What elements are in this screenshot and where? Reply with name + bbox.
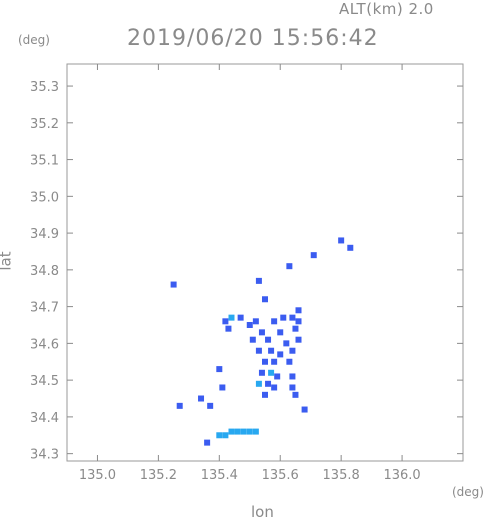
echo-point [228,314,235,321]
echo-point [283,340,290,347]
y-axis-ticks: 34.3 34.4 34.5 34.6 34.7 34.8 34.9 35.0 35.1 35.2… [30,80,463,463]
echo-point [271,384,278,391]
echo-point [216,432,223,439]
x-axis-ticks: 135.0 135.2 135.4 135.6 135.8 136.0 [79,64,421,483]
x-axis-unit: (deg) [452,485,484,499]
echo-point [225,325,232,332]
echo-point [262,391,268,398]
y-tick-label: 34.6 [30,337,59,352]
echo-point [265,380,272,387]
echo-point [310,252,317,259]
altitude-label: ALT(km) 2.0 [339,0,434,18]
echo-points [170,237,354,446]
echo-point [280,314,287,321]
echo-point [289,373,296,380]
y-tick-label: 35.1 [30,154,59,169]
echo-point [246,321,253,328]
echo-point [289,384,296,391]
x-tick-label: 135.8 [323,468,360,483]
echo-point [268,347,275,354]
y-tick-label: 35.0 [30,190,59,205]
echo-point [258,369,265,376]
echo-point [222,432,229,439]
y-tick-label: 34.5 [30,374,59,389]
x-tick-label: 135.2 [140,468,177,483]
echo-point [176,402,183,409]
echo-point [277,329,284,336]
echo-point [271,318,278,325]
echo-point [262,296,268,303]
echo-point [228,428,235,435]
echo-point [347,244,354,251]
echo-point [277,351,284,358]
echo-point [252,318,259,325]
echo-point [295,307,302,314]
echo-point [234,428,241,435]
y-tick-label: 34.9 [30,227,59,242]
y-tick-label: 34.4 [30,411,59,426]
echo-point [246,428,253,435]
echo-point [292,325,299,332]
y-tick-label: 34.3 [30,448,59,463]
echo-point [295,318,302,325]
y-axis-unit: (deg) [18,33,50,47]
x-tick-label: 136.0 [383,468,420,483]
x-axis-label: lon [251,503,274,521]
y-tick-label: 35.2 [30,117,59,132]
x-tick-label: 135.4 [201,468,238,483]
echo-point [255,347,262,354]
echo-point [286,263,293,270]
echo-point [301,406,308,413]
echo-point [249,336,256,343]
echo-point [258,329,265,336]
echo-point [216,366,223,373]
echo-point [237,314,244,321]
echo-point [170,281,177,288]
chart-title-timestamp: 2019/06/20 15:56:42 [127,26,379,51]
echo-point [286,358,293,365]
echo-point [252,428,259,435]
echo-point [295,336,302,343]
x-tick-label: 135.6 [262,468,299,483]
y-tick-label: 35.3 [30,80,59,95]
echo-point [207,402,214,409]
y-tick-label: 34.7 [30,301,59,316]
echo-point [240,428,247,435]
echo-point [338,237,345,244]
echo-point [265,336,272,343]
echo-point [268,369,275,376]
echo-point [222,318,229,325]
echo-point [292,391,299,398]
echo-point [274,373,281,380]
y-tick-label: 34.8 [30,264,59,279]
echo-point [255,380,262,387]
echo-point [289,347,296,354]
echo-point [271,358,278,365]
echo-point [289,314,296,321]
echo-point [204,439,211,446]
echo-point [198,395,205,402]
echo-point [262,358,268,365]
echo-point [219,384,226,391]
plot-frame [66,63,464,462]
x-tick-label: 135.0 [79,468,116,483]
echo-point [255,277,262,284]
